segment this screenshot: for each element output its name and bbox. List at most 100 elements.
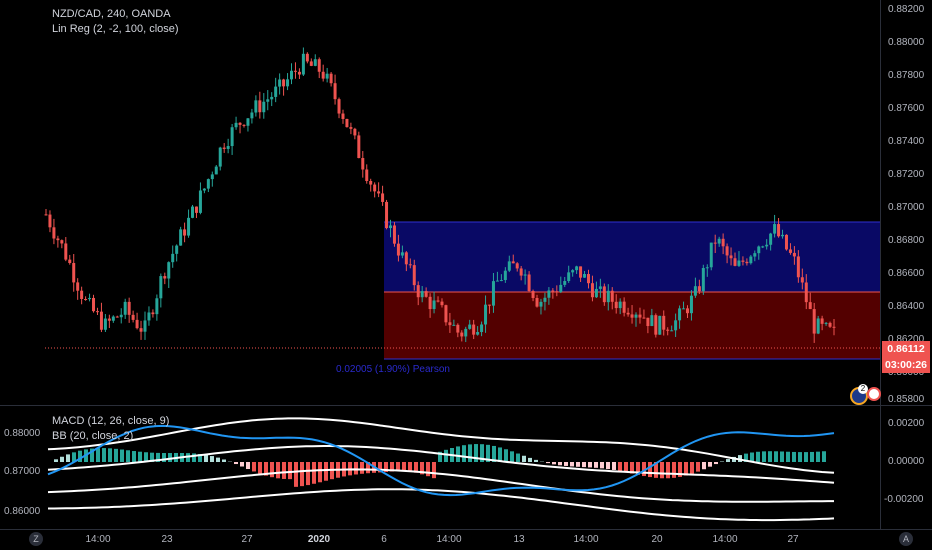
candle-body: [266, 99, 270, 102]
candle-body: [646, 317, 650, 327]
candle-body: [535, 297, 539, 307]
candle-body: [769, 233, 773, 245]
symbol-legend[interactable]: NZD/CAD, 240, OANDA: [52, 8, 171, 20]
candle-body: [440, 301, 444, 306]
macd-histogram-bar: [444, 449, 448, 462]
candle-body: [76, 282, 80, 291]
candle-body: [460, 332, 464, 337]
candle-body: [396, 243, 400, 256]
candle-body: [84, 299, 88, 301]
candle-body: [147, 312, 151, 321]
candle-body: [392, 225, 396, 244]
bb-lower-band: [48, 488, 835, 522]
candle-body: [761, 246, 765, 248]
macd-histogram-bar: [648, 462, 652, 478]
candle-body: [123, 301, 127, 315]
price-tick: 0.86600: [888, 268, 925, 279]
auto-scale-button[interactable]: A: [899, 532, 913, 546]
macd-histogram-bar: [258, 462, 262, 474]
macd-histogram-bar: [606, 462, 610, 470]
candle-body: [246, 118, 250, 126]
linreg-upper-zone: [384, 222, 880, 292]
macd-histogram-bar: [192, 453, 196, 462]
candle-body: [290, 70, 294, 80]
candle-body: [329, 73, 333, 84]
candle-body: [729, 255, 733, 259]
candle-body: [800, 277, 804, 283]
candle-body: [594, 288, 598, 298]
macd-histogram-bar: [630, 462, 634, 474]
macd-histogram-bar: [162, 453, 166, 462]
candle-body: [721, 238, 725, 247]
candle-body: [658, 315, 662, 335]
macd-histogram-bar: [240, 462, 244, 467]
macd-histogram-bar: [720, 461, 724, 462]
macd-histogram-bar: [132, 451, 136, 462]
time-tick: 6: [381, 534, 387, 545]
bb-axis-tick: 0.88000: [4, 428, 41, 439]
bb-legend[interactable]: BB (20, close, 2): [52, 430, 134, 442]
candle-body: [543, 297, 547, 302]
candle-body: [361, 158, 365, 170]
macd-histogram-bar: [576, 462, 580, 467]
linreg-legend[interactable]: Lin Reg (2, -2, 100, close): [52, 23, 179, 35]
candle-body: [563, 281, 567, 285]
candle-body: [163, 276, 167, 279]
bb-axis-tick: 0.87000: [4, 466, 41, 477]
macd-histogram-bar: [624, 462, 628, 473]
macd-histogram-bar: [684, 462, 688, 476]
candle-body: [317, 59, 321, 72]
candle-body: [499, 280, 503, 282]
bb-lower-basis: [47, 468, 834, 503]
macd-bb-pane[interactable]: [0, 406, 880, 530]
candle-body: [796, 256, 800, 278]
canada-flag-icon[interactable]: [867, 387, 881, 401]
macd-histogram-bar: [816, 451, 820, 462]
candle-body: [95, 311, 99, 313]
time-tick: 23: [161, 534, 173, 545]
macd-histogram-bar: [234, 462, 238, 465]
candle-body: [270, 96, 274, 100]
macd-histogram-bar: [96, 448, 100, 462]
candle-body: [92, 297, 96, 312]
time-tick: 14:00: [85, 534, 111, 545]
candle-body: [282, 79, 286, 87]
macd-histogram-bar: [504, 449, 508, 462]
candle-body: [171, 253, 175, 263]
macd-histogram-bar: [690, 462, 694, 474]
candle-body: [697, 286, 701, 292]
candle-body: [175, 245, 179, 254]
candle-body: [119, 314, 123, 318]
pane-divider[interactable]: [0, 405, 932, 406]
zoom-reset-button[interactable]: Z: [29, 532, 43, 546]
candle-body: [781, 234, 785, 237]
linreg-pearson-label: 0.02005 (1.90%) Pearson: [336, 364, 450, 375]
candle-body: [301, 53, 305, 75]
macd-histogram-bar: [552, 462, 556, 465]
candle-body: [456, 324, 460, 333]
candle-body: [709, 242, 713, 268]
candle-body: [547, 290, 551, 298]
time-tick: 27: [787, 534, 799, 545]
macd-legend[interactable]: MACD (12, 26, close, 9): [52, 415, 170, 427]
candle-body: [262, 101, 266, 113]
bb-axis-tick: 0.86000: [4, 506, 41, 517]
macd-histogram-bar: [456, 446, 460, 462]
candle-body: [733, 258, 737, 266]
macd-histogram-bar: [780, 451, 784, 462]
macd-histogram-bar: [102, 448, 106, 462]
candle-body: [408, 264, 412, 266]
price-tick: 0.87800: [888, 70, 925, 81]
candle-body: [135, 319, 139, 329]
candle-body: [539, 301, 543, 307]
time-tick: 2020: [307, 534, 331, 545]
macd-histogram-bar: [738, 455, 742, 462]
candle-body: [412, 265, 416, 286]
price-chart[interactable]: [0, 0, 880, 403]
macd-histogram-bar: [138, 451, 142, 462]
candle-body: [111, 316, 115, 321]
time-tick: 14:00: [573, 534, 599, 545]
macd-axis-tick: 0.00000: [888, 456, 925, 467]
candle-body: [222, 147, 226, 149]
candle-body: [773, 224, 777, 234]
